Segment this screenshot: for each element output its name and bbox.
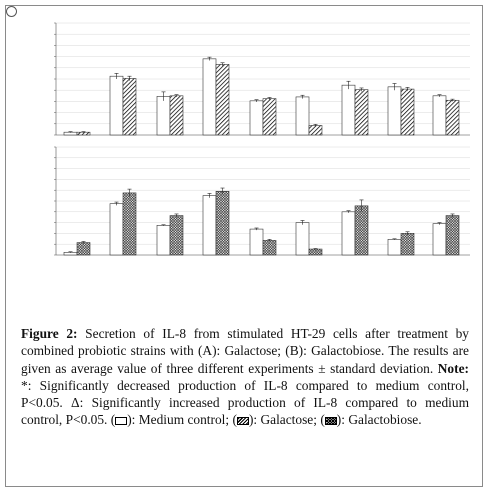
caption-text-1: Secretion of IL-8 from stimulated HT-29 … xyxy=(21,326,469,376)
bar-galactobiose xyxy=(445,215,460,256)
caption-note-label: Note: xyxy=(437,360,469,376)
bar-medium xyxy=(249,100,264,136)
bar-galactose xyxy=(169,95,184,136)
bar-medium xyxy=(109,203,124,256)
bar-medium xyxy=(156,96,171,136)
bar-galactobiose xyxy=(262,240,277,256)
bar-medium xyxy=(156,225,171,256)
bar-medium xyxy=(432,223,447,256)
legend-galactose-swatch xyxy=(236,417,249,426)
bar-galactobiose xyxy=(76,242,91,256)
bar-galactobiose xyxy=(400,233,415,256)
legend-galactobiose-swatch xyxy=(324,417,337,426)
bar-galactobiose xyxy=(169,215,184,256)
bar-galactose xyxy=(354,89,369,136)
caption-legend-galactose: ): Galactose; ( xyxy=(248,412,325,428)
bar-galactose xyxy=(262,98,277,136)
bar-medium xyxy=(109,75,124,136)
bar-galactose xyxy=(122,78,137,136)
bar-galactose xyxy=(215,64,230,136)
bar-galactobiose xyxy=(354,205,369,256)
caption-legend-medium: ): Medium control; ( xyxy=(127,412,237,428)
bar-galactose xyxy=(400,88,415,136)
caption-text-2: *: Significantly decreased production of… xyxy=(21,377,469,428)
bar-medium xyxy=(432,95,447,136)
bar-medium xyxy=(295,222,310,256)
bar-medium xyxy=(202,195,217,256)
bar-medium xyxy=(202,58,217,136)
bar-medium xyxy=(387,239,402,256)
bar-medium xyxy=(295,96,310,136)
bar-medium xyxy=(341,211,356,256)
caption-figure-label: Figure 2: xyxy=(21,326,78,341)
bar-medium xyxy=(249,228,264,256)
bar-galactobiose xyxy=(308,248,323,256)
bar-medium xyxy=(341,84,356,136)
chart-svg xyxy=(54,22,470,256)
bar-medium xyxy=(387,86,402,136)
bar-galactobiose xyxy=(215,190,230,256)
bar-galactose xyxy=(308,125,323,136)
caption-legend-galactobiose: ): Galactobiose. xyxy=(336,412,422,428)
bar-galactobiose xyxy=(122,192,137,256)
bar-galactose xyxy=(445,99,460,136)
corner-circle xyxy=(6,6,17,17)
legend-medium-swatch xyxy=(115,417,128,426)
figure-caption: Figure 2: Secretion of IL-8 from stimula… xyxy=(21,325,469,429)
